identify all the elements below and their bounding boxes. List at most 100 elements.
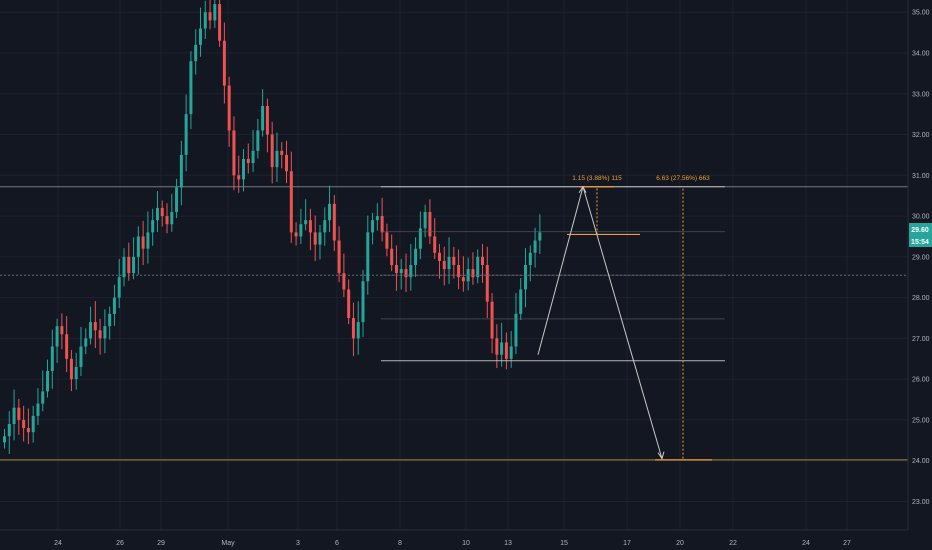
candle-body bbox=[328, 203, 332, 221]
candle-body bbox=[103, 326, 107, 339]
measure-label-short: 1.15 (3.88%) 115 bbox=[572, 175, 622, 182]
axis bbox=[0, 0, 909, 531]
time-tick-label: 24 bbox=[54, 540, 62, 547]
candle-body bbox=[524, 265, 528, 290]
candle-body bbox=[457, 265, 461, 278]
candle-body bbox=[84, 338, 88, 347]
candles bbox=[3, 0, 542, 454]
candle-body bbox=[351, 318, 355, 339]
candle-body bbox=[208, 12, 212, 21]
candle-body bbox=[179, 154, 183, 188]
price-tick-label: 26.00 bbox=[912, 377, 930, 384]
candle-body bbox=[65, 334, 69, 359]
candle-body bbox=[261, 106, 265, 131]
candle-body bbox=[50, 346, 54, 371]
candle-body bbox=[308, 220, 312, 233]
candle-body bbox=[509, 346, 513, 359]
candle-body bbox=[165, 216, 169, 225]
candle-body bbox=[399, 269, 403, 274]
candle-body bbox=[127, 256, 131, 274]
candle-body bbox=[437, 252, 441, 261]
candle-body bbox=[500, 342, 504, 355]
candle-body bbox=[175, 187, 179, 212]
price-tick-label: 29.00 bbox=[912, 254, 930, 261]
candle-body bbox=[519, 289, 523, 314]
projection-up[interactable] bbox=[537, 186, 584, 355]
price-axis[interactable]: 35.00 34.00 33.00 32.00 31.00 30.00 29.00 28.00… bbox=[912, 10, 930, 506]
candle-body bbox=[285, 154, 289, 172]
candle-body bbox=[490, 301, 494, 339]
price-tick-label: 24.00 bbox=[912, 458, 930, 465]
candle-body bbox=[12, 407, 16, 424]
candle-body bbox=[22, 419, 26, 429]
candle-body bbox=[222, 40, 226, 86]
candle-body bbox=[447, 256, 451, 270]
price-tick-label: 23.00 bbox=[912, 499, 930, 506]
candle-body bbox=[17, 407, 21, 420]
time-tick-label: 6 bbox=[335, 540, 339, 547]
arrow-head-down bbox=[657, 451, 665, 460]
price-badge-background bbox=[909, 223, 932, 247]
price-tick-label: 34.00 bbox=[912, 51, 930, 58]
price-tick-label: 31.00 bbox=[912, 173, 930, 180]
candle-body bbox=[323, 220, 327, 233]
candle-body bbox=[380, 216, 384, 233]
time-tick-label: 13 bbox=[504, 540, 512, 547]
candle-body bbox=[289, 171, 293, 233]
candle-body bbox=[26, 428, 30, 433]
candle-body bbox=[504, 342, 508, 359]
price-tick-label: 28.00 bbox=[912, 295, 930, 302]
candle-body bbox=[356, 322, 360, 339]
candle-body bbox=[74, 366, 78, 380]
measure-label-long: 6.63 (27.56%) 663 bbox=[656, 175, 710, 182]
candle-body bbox=[270, 134, 274, 168]
candle-body bbox=[404, 269, 408, 278]
candle-body bbox=[136, 236, 140, 257]
candle-body bbox=[155, 207, 159, 221]
candle-body bbox=[418, 228, 422, 249]
candle-body bbox=[318, 232, 322, 245]
candle-body bbox=[347, 289, 351, 318]
candle-body bbox=[46, 371, 50, 392]
candle-body bbox=[203, 12, 207, 29]
candle-body bbox=[194, 44, 198, 62]
candle-body bbox=[160, 207, 164, 217]
price-tick-label: 33.00 bbox=[912, 91, 930, 98]
candle-body bbox=[299, 224, 303, 237]
candle-body bbox=[332, 203, 336, 241]
candle-body bbox=[452, 256, 456, 265]
candle-body bbox=[476, 256, 480, 278]
candle-body bbox=[41, 391, 45, 404]
candle-body bbox=[36, 403, 40, 416]
candle-body bbox=[98, 330, 102, 339]
candle-body bbox=[394, 265, 398, 274]
candle-body bbox=[361, 281, 365, 323]
projection-down[interactable] bbox=[582, 186, 663, 459]
time-tick-label: 27 bbox=[843, 540, 851, 547]
candle-body bbox=[108, 313, 112, 327]
candle-body bbox=[218, 4, 222, 41]
candle-body bbox=[189, 61, 193, 115]
price-tick-label: 25.00 bbox=[912, 417, 930, 424]
candle-body bbox=[213, 4, 217, 21]
candle-body bbox=[256, 130, 260, 151]
candle-body bbox=[471, 269, 475, 278]
candle-body bbox=[55, 326, 59, 347]
time-tick-label: 10 bbox=[462, 540, 470, 547]
candle-body bbox=[265, 106, 269, 135]
candle-body bbox=[237, 175, 241, 180]
candle-body bbox=[251, 150, 255, 164]
candle-body bbox=[112, 297, 116, 314]
time-axis[interactable]: 24 26 29 May 3 6 8 10 13 15 17 20 22 24 27 bbox=[54, 540, 851, 547]
candle-body bbox=[227, 85, 231, 131]
candle-body bbox=[366, 232, 370, 282]
candle-body bbox=[79, 346, 83, 367]
candle-body bbox=[170, 212, 174, 225]
candle-body bbox=[337, 240, 341, 274]
candle-body bbox=[433, 236, 437, 253]
time-tick-label: 20 bbox=[676, 540, 684, 547]
candle-body bbox=[242, 159, 245, 180]
candle-body bbox=[442, 260, 446, 270]
candle-body bbox=[132, 256, 136, 274]
